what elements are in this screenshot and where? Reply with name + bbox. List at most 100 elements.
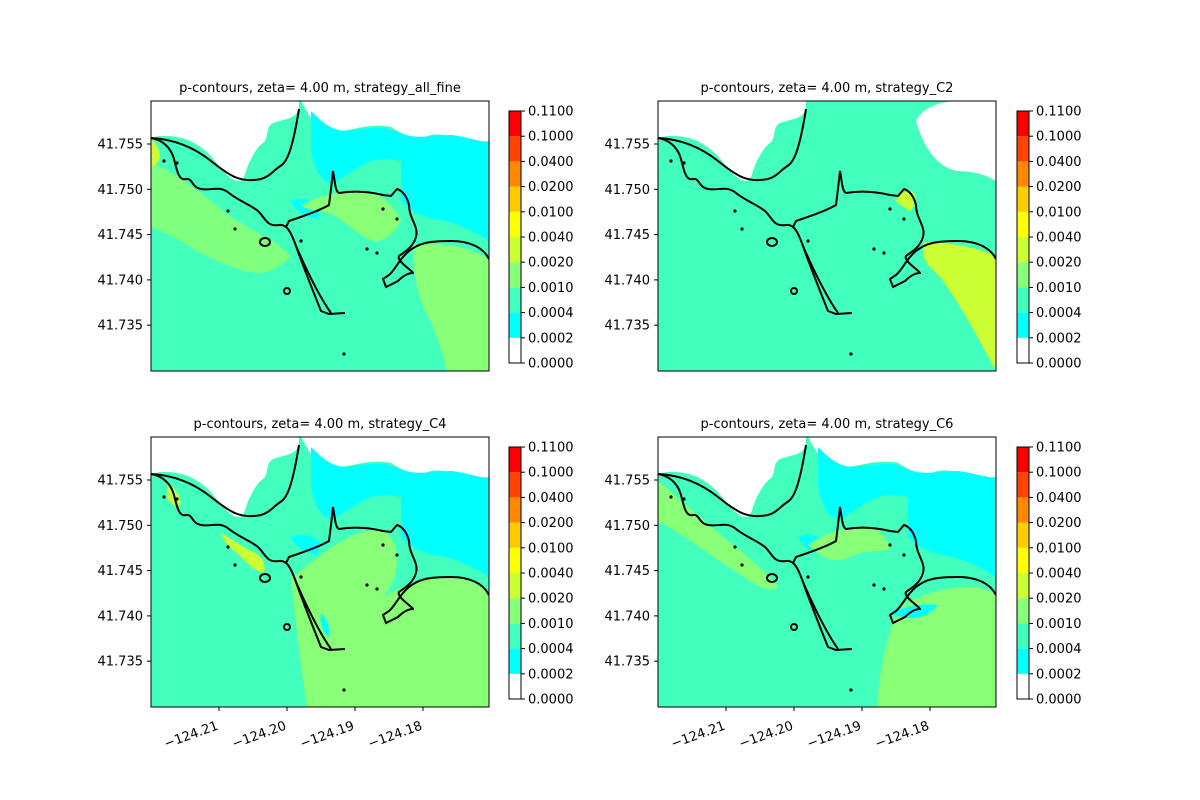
- colorbar-segment: [1017, 161, 1029, 187]
- x-tick-label: −124.18: [366, 719, 424, 752]
- colorbar-segment: [1017, 472, 1029, 498]
- colorbar-segment: [509, 648, 521, 674]
- colorbar-segment: [1017, 312, 1029, 338]
- land-area: [658, 437, 806, 517]
- green-region: [151, 163, 291, 273]
- x-tick-label: −124.20: [230, 719, 288, 752]
- island-ring: [283, 623, 291, 631]
- coastline: [151, 473, 346, 652]
- colorbar-segment: [1017, 111, 1029, 137]
- rock-dot: [849, 688, 853, 692]
- rock-dot: [233, 563, 237, 567]
- colorbar-tick-label: 0.0200: [1036, 516, 1082, 531]
- rock-dot: [882, 587, 886, 591]
- bay-coastline: [285, 170, 489, 289]
- colorbar-segment: [509, 673, 521, 699]
- colorbar-segment: [509, 161, 521, 187]
- colorbar-tick-label: 0.0004: [528, 642, 574, 657]
- colorbar-segment: [509, 136, 521, 162]
- y-tick-label: 41.740: [98, 273, 144, 288]
- colorbar-tick-label: 0.0100: [528, 205, 574, 220]
- rock-dot: [872, 583, 876, 587]
- colorbar-tick-label: 0.0040: [528, 231, 574, 246]
- rock-dot: [381, 207, 385, 211]
- north-shore: [658, 108, 807, 182]
- y-tick-label: 41.740: [98, 609, 144, 624]
- colorbar-segment: [509, 598, 521, 624]
- colorbar-tick-label: 0.1100: [528, 105, 574, 120]
- cyan-band: [818, 447, 996, 527]
- y-tick-label: 41.745: [605, 564, 651, 579]
- island-ring: [790, 287, 798, 295]
- x-tick-label: −124.19: [298, 719, 356, 752]
- colorbar-tick-label: 0.1100: [1036, 441, 1082, 456]
- low-prob-area: [916, 101, 996, 181]
- island-ring: [766, 237, 778, 247]
- y-tick-label: 41.755: [98, 474, 144, 489]
- colorbar-tick-label: 0.0020: [528, 256, 574, 271]
- rock-dot: [342, 688, 346, 692]
- field-band: [808, 101, 873, 211]
- contour-field: [658, 437, 996, 707]
- rock-dot: [849, 352, 853, 356]
- coastline: [658, 473, 853, 652]
- y-tick-label: 41.750: [98, 519, 144, 534]
- colorbar-segment: [1017, 497, 1029, 523]
- bay-coastline: [285, 506, 489, 625]
- axes-frame: [150, 100, 490, 372]
- colorbar-tick-label: 0.1000: [1036, 466, 1082, 481]
- rock-dot: [395, 553, 399, 557]
- panel-title: p-contours, zeta= 4.00 m, strategy_all_f…: [179, 81, 461, 96]
- colorbar-segment: [1017, 186, 1029, 212]
- cyan-band: [401, 156, 489, 241]
- y-tick-label: 41.740: [605, 609, 651, 624]
- rock-dot: [299, 575, 303, 579]
- rock-dot: [395, 217, 399, 221]
- coastline: [151, 137, 346, 316]
- colorbar-segment: [509, 547, 521, 573]
- colorbar: 0.0000 0.0002 0.0004 0.0010 0.0020 0.0040 0.01…: [508, 105, 574, 372]
- colorbar-tick-label: 0.0040: [528, 567, 574, 582]
- rock-dot: [299, 239, 303, 243]
- rock-dot: [175, 161, 179, 165]
- colorbar-tick-label: 0.0100: [1036, 541, 1082, 556]
- colorbar-tick-label: 0.1100: [1036, 105, 1082, 120]
- colorbar-tick-label: 0.0000: [528, 693, 574, 708]
- y-tick-label: 41.735: [98, 319, 144, 334]
- island-ring: [790, 623, 798, 631]
- cyan-band: [311, 447, 489, 527]
- colorbar-tick-label: 0.0002: [528, 331, 574, 346]
- colorbar-tick-label: 0.0400: [528, 155, 574, 170]
- colorbar-segment: [1017, 287, 1029, 313]
- contour-field: [151, 437, 489, 707]
- colorbar-segment: [1017, 337, 1029, 363]
- x-tick-label: −124.18: [873, 719, 931, 752]
- colorbar-tick-label: 0.0200: [528, 180, 574, 195]
- rock-dot: [902, 217, 906, 221]
- rock-dot: [902, 553, 906, 557]
- x-tick-label: −124.21: [162, 719, 220, 752]
- level-patch: [896, 190, 916, 211]
- y-tick-label: 41.745: [605, 228, 651, 243]
- contour-field: [658, 101, 996, 371]
- cyan-band: [320, 613, 330, 637]
- axes-frame: [657, 436, 997, 708]
- north-shore: [658, 444, 807, 518]
- colorbar-segment: [509, 186, 521, 212]
- colorbar-tick-label: 0.0000: [1036, 693, 1082, 708]
- island-ring: [283, 287, 291, 295]
- north-shore: [151, 108, 300, 182]
- colorbar-segment: [1017, 136, 1029, 162]
- rock-dot: [882, 251, 886, 255]
- colorbar-segment: [509, 447, 521, 473]
- y-tick-label: 41.755: [98, 138, 144, 153]
- low-prob-area: [301, 437, 489, 480]
- panel-title: p-contours, zeta= 4.00 m, strategy_C4: [194, 417, 447, 432]
- colorbar-tick-label: 0.0002: [1036, 331, 1082, 346]
- colorbar-segment: [1017, 648, 1029, 674]
- rock-dot: [375, 587, 379, 591]
- colorbar-tick-label: 0.0000: [528, 357, 574, 372]
- colorbar-tick-label: 0.1100: [528, 441, 574, 456]
- colorbar-tick-label: 0.0020: [1036, 256, 1082, 271]
- north-shore: [151, 444, 300, 518]
